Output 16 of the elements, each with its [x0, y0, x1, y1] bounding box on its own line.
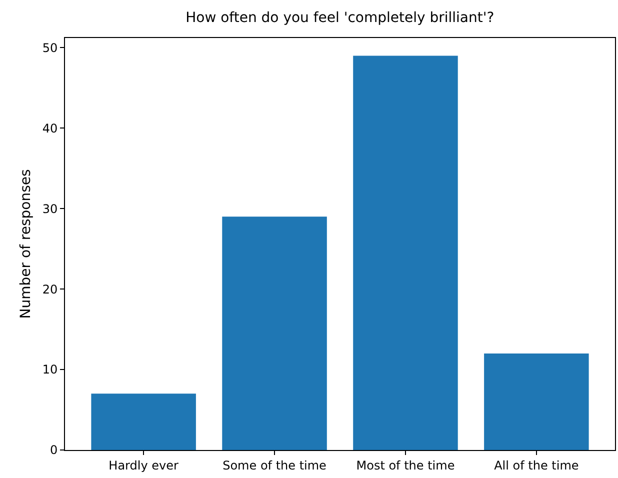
x-tick-label: All of the time: [494, 458, 579, 472]
x-tick-label: Some of the time: [222, 458, 326, 472]
y-tick-label: 30: [42, 202, 58, 216]
bar: [222, 216, 327, 450]
y-tick-label: 10: [42, 362, 58, 377]
y-tick-label: 0: [50, 443, 58, 458]
bar: [484, 353, 589, 450]
chart-title: How often do you feel 'completely brilliant'?: [186, 10, 494, 26]
y-tick-label: 50: [42, 40, 58, 55]
y-tick-label: 20: [42, 282, 58, 296]
bar: [91, 394, 196, 450]
y-axis-title: Number of responses: [18, 169, 34, 319]
x-tick-label: Hardly ever: [108, 458, 179, 472]
y-tick-label: 40: [42, 121, 58, 136]
x-tick-label: Most of the time: [356, 458, 455, 472]
bar: [353, 56, 458, 450]
